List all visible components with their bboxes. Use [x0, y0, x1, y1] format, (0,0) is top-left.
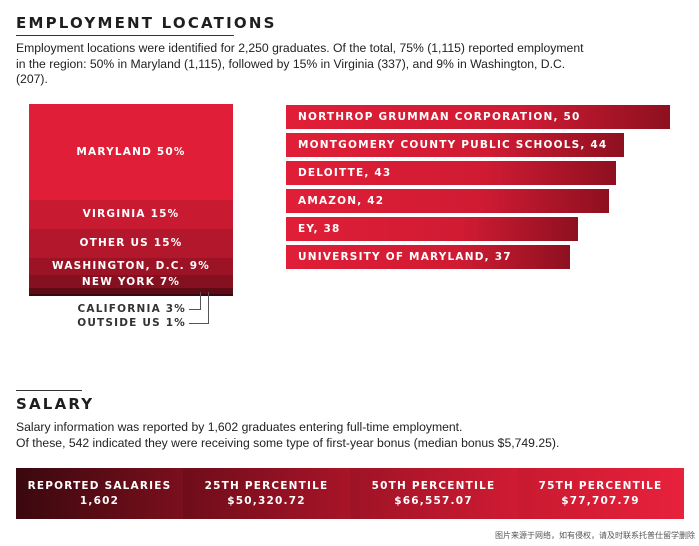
salary-cell-label: 75TH PERCENTILE [538, 479, 663, 492]
outside-us-leader-line [189, 323, 209, 324]
california-leader-line [189, 309, 201, 310]
salary-cell-label: 25TH PERCENTILE [204, 479, 329, 492]
salary-cell-75th: 75TH PERCENTILE $77,707.79 [517, 468, 684, 519]
salary-title: SALARY [16, 395, 95, 413]
employment-description: Employment locations were identified for… [16, 41, 584, 86]
location-label-california: CALIFORNIA 3% [77, 303, 186, 315]
employer-bar-label: EY, 38 [298, 223, 341, 235]
employer-bar-deloitte: DELOITTE, 43 [286, 161, 617, 185]
california-leader-line-vertical [200, 292, 201, 310]
employer-bar-ey: EY, 38 [286, 217, 578, 241]
employer-bar-northrop-grumman-corporation: NORTHROP GRUMMAN CORPORATION, 50 [286, 105, 670, 129]
salary-cell-50th: 50TH PERCENTILE $66,557.07 [350, 468, 517, 519]
employer-bar-label: UNIVERSITY OF MARYLAND, 37 [298, 251, 512, 263]
salary-cell-label: REPORTED SALARIES [27, 479, 172, 492]
employer-bar-montgomery-county-public-schools: MONTGOMERY COUNTY PUBLIC SCHOOLS, 44 [286, 133, 624, 157]
salary-title-rule [16, 390, 82, 391]
location-segment-label: VIRGINIA 15% [82, 208, 180, 221]
salary-cell-value: $50,320.72 [227, 494, 306, 507]
location-segment-new-york: NEW YORK 7% [29, 274, 233, 289]
location-stacked-block: MARYLAND 50% VIRGINIA 15% OTHER US 15% WASH… [29, 104, 233, 296]
salary-cell-label: 50TH PERCENTILE [371, 479, 496, 492]
location-segment-maryland: MARYLAND 50% [29, 104, 233, 200]
salary-cell-reported: REPORTED SALARIES 1,602 [16, 468, 183, 519]
outside-us-leader-line-vertical [208, 292, 209, 324]
employer-bar-university-of-maryland: UNIVERSITY OF MARYLAND, 37 [286, 245, 571, 269]
salary-description-line2: Of these, 542 indicated they were receiv… [16, 436, 560, 450]
location-segment-label: NEW YORK 7% [81, 275, 181, 288]
employer-bar-label: NORTHROP GRUMMAN CORPORATION, 50 [298, 111, 581, 123]
location-segment-label: MARYLAND 50% [76, 146, 186, 158]
location-label-outside-us: OUTSIDE US 1% [77, 317, 186, 329]
location-segment-virginia: VIRGINIA 15% [29, 200, 233, 229]
salary-description-line1: Salary information was reported by 1,602… [16, 420, 463, 434]
location-segment-label: WASHINGTON, D.C. 9% [52, 260, 210, 273]
salary-band: REPORTED SALARIES 1,602 25TH PERCENTILE … [16, 468, 684, 519]
location-segment-label: OTHER US 15% [79, 237, 183, 250]
employer-bar-label: AMAZON, 42 [298, 195, 385, 207]
location-segment-other-us: OTHER US 15% [29, 228, 233, 258]
employer-bar-amazon: AMAZON, 42 [286, 189, 609, 213]
employer-bar-label: MONTGOMERY COUNTY PUBLIC SCHOOLS, 44 [298, 139, 608, 151]
image-credit-watermark: 图片来源于网络，如有侵权，请及时联系托普仕留学删除 [495, 531, 695, 540]
salary-cell-25th: 25TH PERCENTILE $50,320.72 [183, 468, 350, 519]
employment-title: EMPLOYMENT LOCATIONS [16, 14, 277, 32]
location-segment-california [29, 288, 233, 295]
employment-title-rule [16, 35, 234, 36]
employer-bar-label: DELOITTE, 43 [298, 167, 392, 179]
salary-cell-value: 1,602 [79, 494, 120, 507]
salary-cell-value: $66,557.07 [394, 494, 473, 507]
location-segment-washington-d-c: WASHINGTON, D.C. 9% [29, 257, 233, 275]
location-segment-outside-us [29, 294, 233, 296]
salary-cell-value: $77,707.79 [561, 494, 640, 507]
